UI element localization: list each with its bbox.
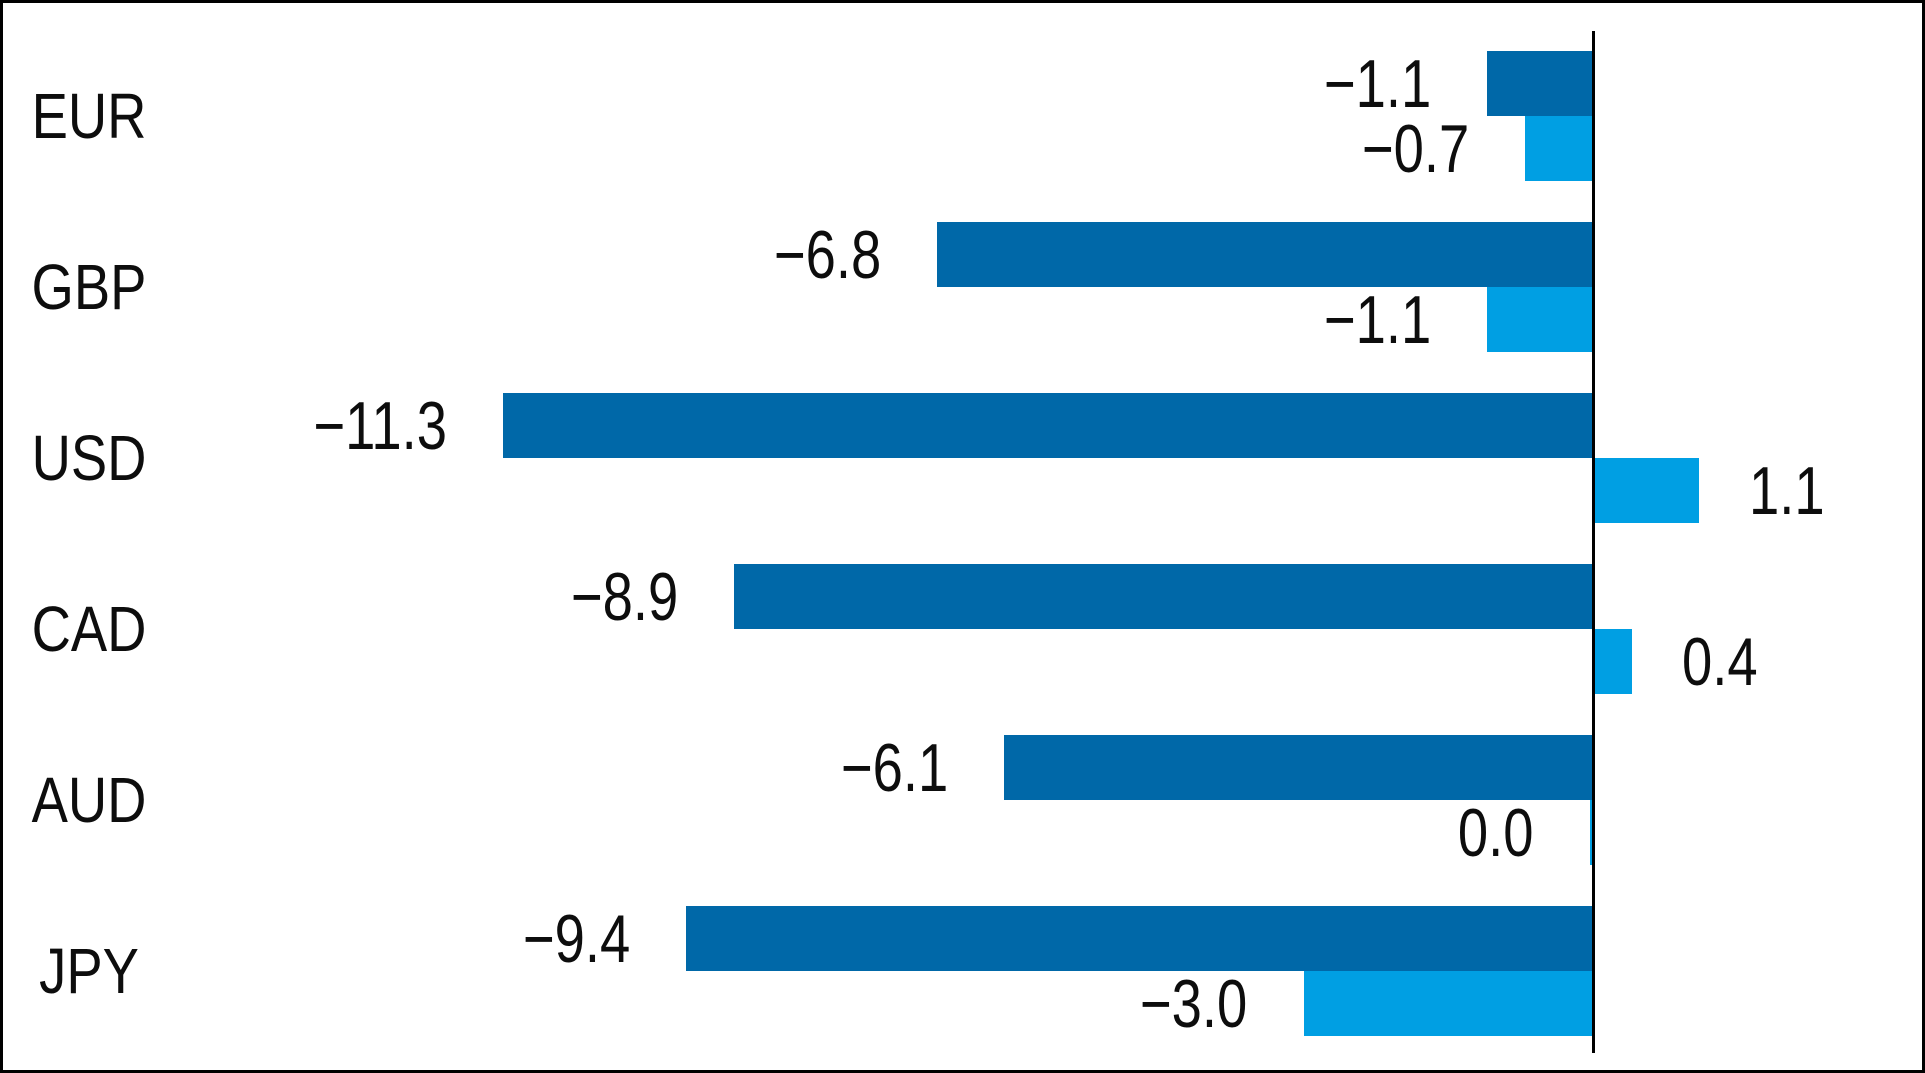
- bar-dark-blue-series-gbp: [936, 222, 1593, 287]
- bar-light-blue-series-gbp: [1486, 287, 1593, 352]
- bar-light-blue-series-aud: [1590, 800, 1593, 865]
- bar-dark-blue-series-cad: [734, 564, 1593, 629]
- bar-dark-blue-series-eur: [1486, 51, 1593, 116]
- value-label-dark-blue-series-aud: −6.1: [840, 729, 949, 806]
- value-label-light-blue-series-usd: 1.1: [1749, 452, 1825, 529]
- value-label-light-blue-series-cad: 0.4: [1681, 623, 1758, 700]
- bar-dark-blue-series-jpy: [685, 906, 1593, 971]
- category-label-gbp: GBP: [31, 251, 147, 323]
- value-label-dark-blue-series-cad: −8.9: [570, 558, 679, 635]
- bar-dark-blue-series-usd: [502, 393, 1593, 458]
- category-label-cad: CAD: [31, 593, 147, 665]
- value-label-dark-blue-series-jpy: −9.4: [522, 900, 630, 977]
- value-label-dark-blue-series-usd: −11.3: [312, 387, 447, 464]
- zero-axis-line: [1592, 31, 1595, 1053]
- value-label-dark-blue-series-gbp: −6.8: [773, 216, 881, 293]
- category-label-eur: EUR: [31, 80, 147, 152]
- bar-light-blue-series-usd: [1593, 458, 1700, 523]
- bar-light-blue-series-eur: [1525, 116, 1593, 181]
- bar-light-blue-series-cad: [1593, 629, 1632, 694]
- value-label-light-blue-series-aud: 0.0: [1458, 794, 1534, 871]
- value-label-light-blue-series-gbp: −1.1: [1323, 281, 1431, 358]
- category-label-aud: AUD: [31, 764, 147, 836]
- category-label-usd: USD: [31, 422, 147, 494]
- value-label-light-blue-series-eur: −0.7: [1362, 110, 1470, 187]
- category-label-jpy: JPY: [39, 935, 139, 1007]
- value-label-light-blue-series-jpy: −3.0: [1140, 965, 1248, 1042]
- bar-light-blue-series-jpy: [1303, 971, 1593, 1036]
- chart-plot-area: EUR −1.1 −0.7 GBP −6.8 −1.1 USD −11.3 1.1 CAD −8.9…: [3, 3, 1922, 1070]
- value-label-dark-blue-series-eur: −1.1: [1323, 45, 1431, 122]
- bar-dark-blue-series-aud: [1004, 735, 1593, 800]
